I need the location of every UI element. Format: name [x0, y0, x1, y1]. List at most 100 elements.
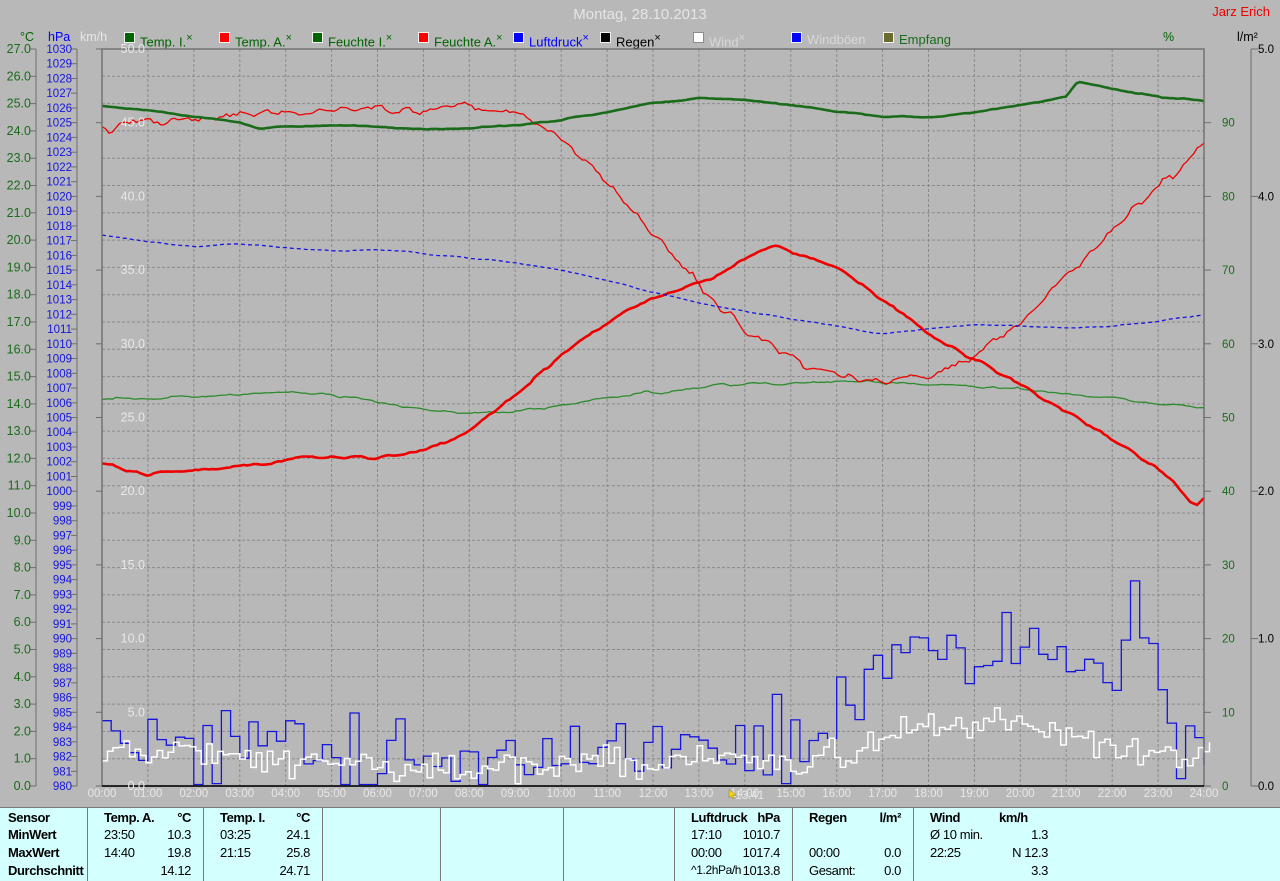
svg-text:1008: 1008 — [46, 368, 72, 380]
svg-text:14.0: 14.0 — [7, 397, 31, 411]
svg-text:20.0: 20.0 — [121, 484, 145, 498]
svg-text:30: 30 — [1222, 560, 1235, 572]
svg-text:1006: 1006 — [46, 398, 72, 410]
svg-text:980: 980 — [53, 781, 72, 793]
svg-text:1017: 1017 — [46, 236, 72, 248]
svg-text:30.0: 30.0 — [121, 337, 145, 351]
svg-text:12.0: 12.0 — [7, 451, 31, 465]
svg-text:991: 991 — [53, 619, 72, 631]
svg-text:4.0: 4.0 — [1258, 191, 1274, 203]
svg-text:80: 80 — [1222, 191, 1235, 203]
svg-text:1012: 1012 — [46, 309, 72, 321]
svg-text:0.0: 0.0 — [14, 779, 31, 793]
svg-text:987: 987 — [53, 678, 72, 690]
svg-text:985: 985 — [53, 707, 72, 719]
svg-text:1024: 1024 — [46, 132, 72, 144]
svg-text:1005: 1005 — [46, 413, 72, 425]
svg-text:16.0: 16.0 — [7, 342, 31, 356]
svg-text:18.0: 18.0 — [7, 288, 31, 302]
svg-text:11.0: 11.0 — [8, 479, 31, 493]
svg-text:13.0: 13.0 — [7, 424, 31, 438]
svg-text:25.0: 25.0 — [121, 411, 145, 425]
svg-text:3.0: 3.0 — [1258, 339, 1274, 351]
svg-text:9.0: 9.0 — [14, 533, 31, 547]
svg-text:989: 989 — [53, 648, 72, 660]
svg-text:50: 50 — [1222, 413, 1235, 425]
svg-text:993: 993 — [53, 589, 72, 601]
svg-text:998: 998 — [53, 516, 72, 528]
svg-text:21.0: 21.0 — [7, 206, 31, 220]
svg-text:1001: 1001 — [46, 472, 72, 484]
svg-text:7.0: 7.0 — [14, 588, 31, 602]
svg-text:1019: 1019 — [46, 206, 72, 218]
svg-text:1021: 1021 — [46, 177, 72, 189]
svg-text:1027: 1027 — [46, 88, 72, 100]
svg-text:20: 20 — [1222, 634, 1235, 646]
svg-text:5.0: 5.0 — [1258, 44, 1274, 56]
svg-text:8.0: 8.0 — [14, 561, 31, 575]
svg-text:5.0: 5.0 — [14, 643, 31, 657]
svg-text:0: 0 — [1222, 781, 1228, 793]
svg-text:996: 996 — [53, 545, 72, 557]
svg-text:15.0: 15.0 — [121, 558, 145, 572]
svg-text:5.0: 5.0 — [128, 705, 145, 719]
svg-text:4.0: 4.0 — [14, 670, 31, 684]
svg-text:986: 986 — [53, 693, 72, 705]
svg-text:1023: 1023 — [46, 147, 72, 159]
svg-text:1010: 1010 — [46, 339, 72, 351]
svg-text:1020: 1020 — [46, 191, 72, 203]
svg-text:994: 994 — [53, 575, 73, 587]
svg-text:10: 10 — [1222, 707, 1235, 719]
svg-text:19.0: 19.0 — [7, 260, 31, 274]
svg-text:1025: 1025 — [46, 118, 72, 130]
svg-text:984: 984 — [53, 722, 73, 734]
svg-text:2.0: 2.0 — [14, 724, 31, 738]
svg-text:981: 981 — [53, 766, 72, 778]
svg-text:24.0: 24.0 — [7, 124, 31, 138]
svg-text:40: 40 — [1222, 486, 1235, 498]
svg-text:995: 995 — [53, 560, 72, 572]
svg-text:1014: 1014 — [46, 280, 72, 292]
svg-text:15.0: 15.0 — [7, 370, 31, 384]
svg-text:1030: 1030 — [46, 44, 72, 56]
svg-text:982: 982 — [53, 752, 72, 764]
svg-text:20.0: 20.0 — [7, 233, 31, 247]
svg-text:992: 992 — [53, 604, 72, 616]
svg-text:1002: 1002 — [46, 457, 72, 469]
svg-text:997: 997 — [53, 530, 72, 542]
svg-text:2.0: 2.0 — [1258, 486, 1274, 498]
svg-text:23.0: 23.0 — [7, 151, 31, 165]
svg-text:45.0: 45.0 — [121, 116, 145, 130]
svg-text:6.0: 6.0 — [14, 615, 31, 629]
svg-text:27.0: 27.0 — [7, 42, 31, 56]
svg-text:17.0: 17.0 — [7, 315, 31, 329]
svg-text:3.0: 3.0 — [14, 697, 31, 711]
svg-text:1015: 1015 — [46, 265, 72, 277]
svg-text:26.0: 26.0 — [7, 69, 31, 83]
svg-text:22.0: 22.0 — [7, 179, 31, 193]
svg-text:1013: 1013 — [46, 295, 72, 307]
svg-text:60: 60 — [1222, 339, 1235, 351]
svg-text:1026: 1026 — [46, 103, 72, 115]
svg-text:1003: 1003 — [46, 442, 72, 454]
svg-text:70: 70 — [1222, 265, 1235, 277]
svg-text:90: 90 — [1222, 118, 1235, 130]
svg-text:1004: 1004 — [46, 427, 72, 439]
svg-text:35.0: 35.0 — [121, 263, 145, 277]
svg-text:40.0: 40.0 — [121, 189, 145, 203]
svg-text:1011: 1011 — [47, 324, 72, 336]
svg-text:10.0: 10.0 — [7, 506, 31, 520]
svg-text:25.0: 25.0 — [7, 97, 31, 111]
svg-text:1028: 1028 — [46, 74, 72, 86]
svg-text:1000: 1000 — [46, 486, 72, 498]
svg-text:988: 988 — [53, 663, 72, 675]
svg-text:50.0: 50.0 — [121, 42, 145, 56]
svg-text:1018: 1018 — [46, 221, 72, 233]
svg-text:1016: 1016 — [46, 250, 72, 262]
svg-text:990: 990 — [53, 634, 72, 646]
svg-text:1022: 1022 — [46, 162, 72, 174]
svg-text:999: 999 — [53, 501, 72, 513]
svg-text:1007: 1007 — [46, 383, 72, 395]
svg-text:1029: 1029 — [46, 59, 72, 71]
svg-text:10.0: 10.0 — [121, 632, 145, 646]
